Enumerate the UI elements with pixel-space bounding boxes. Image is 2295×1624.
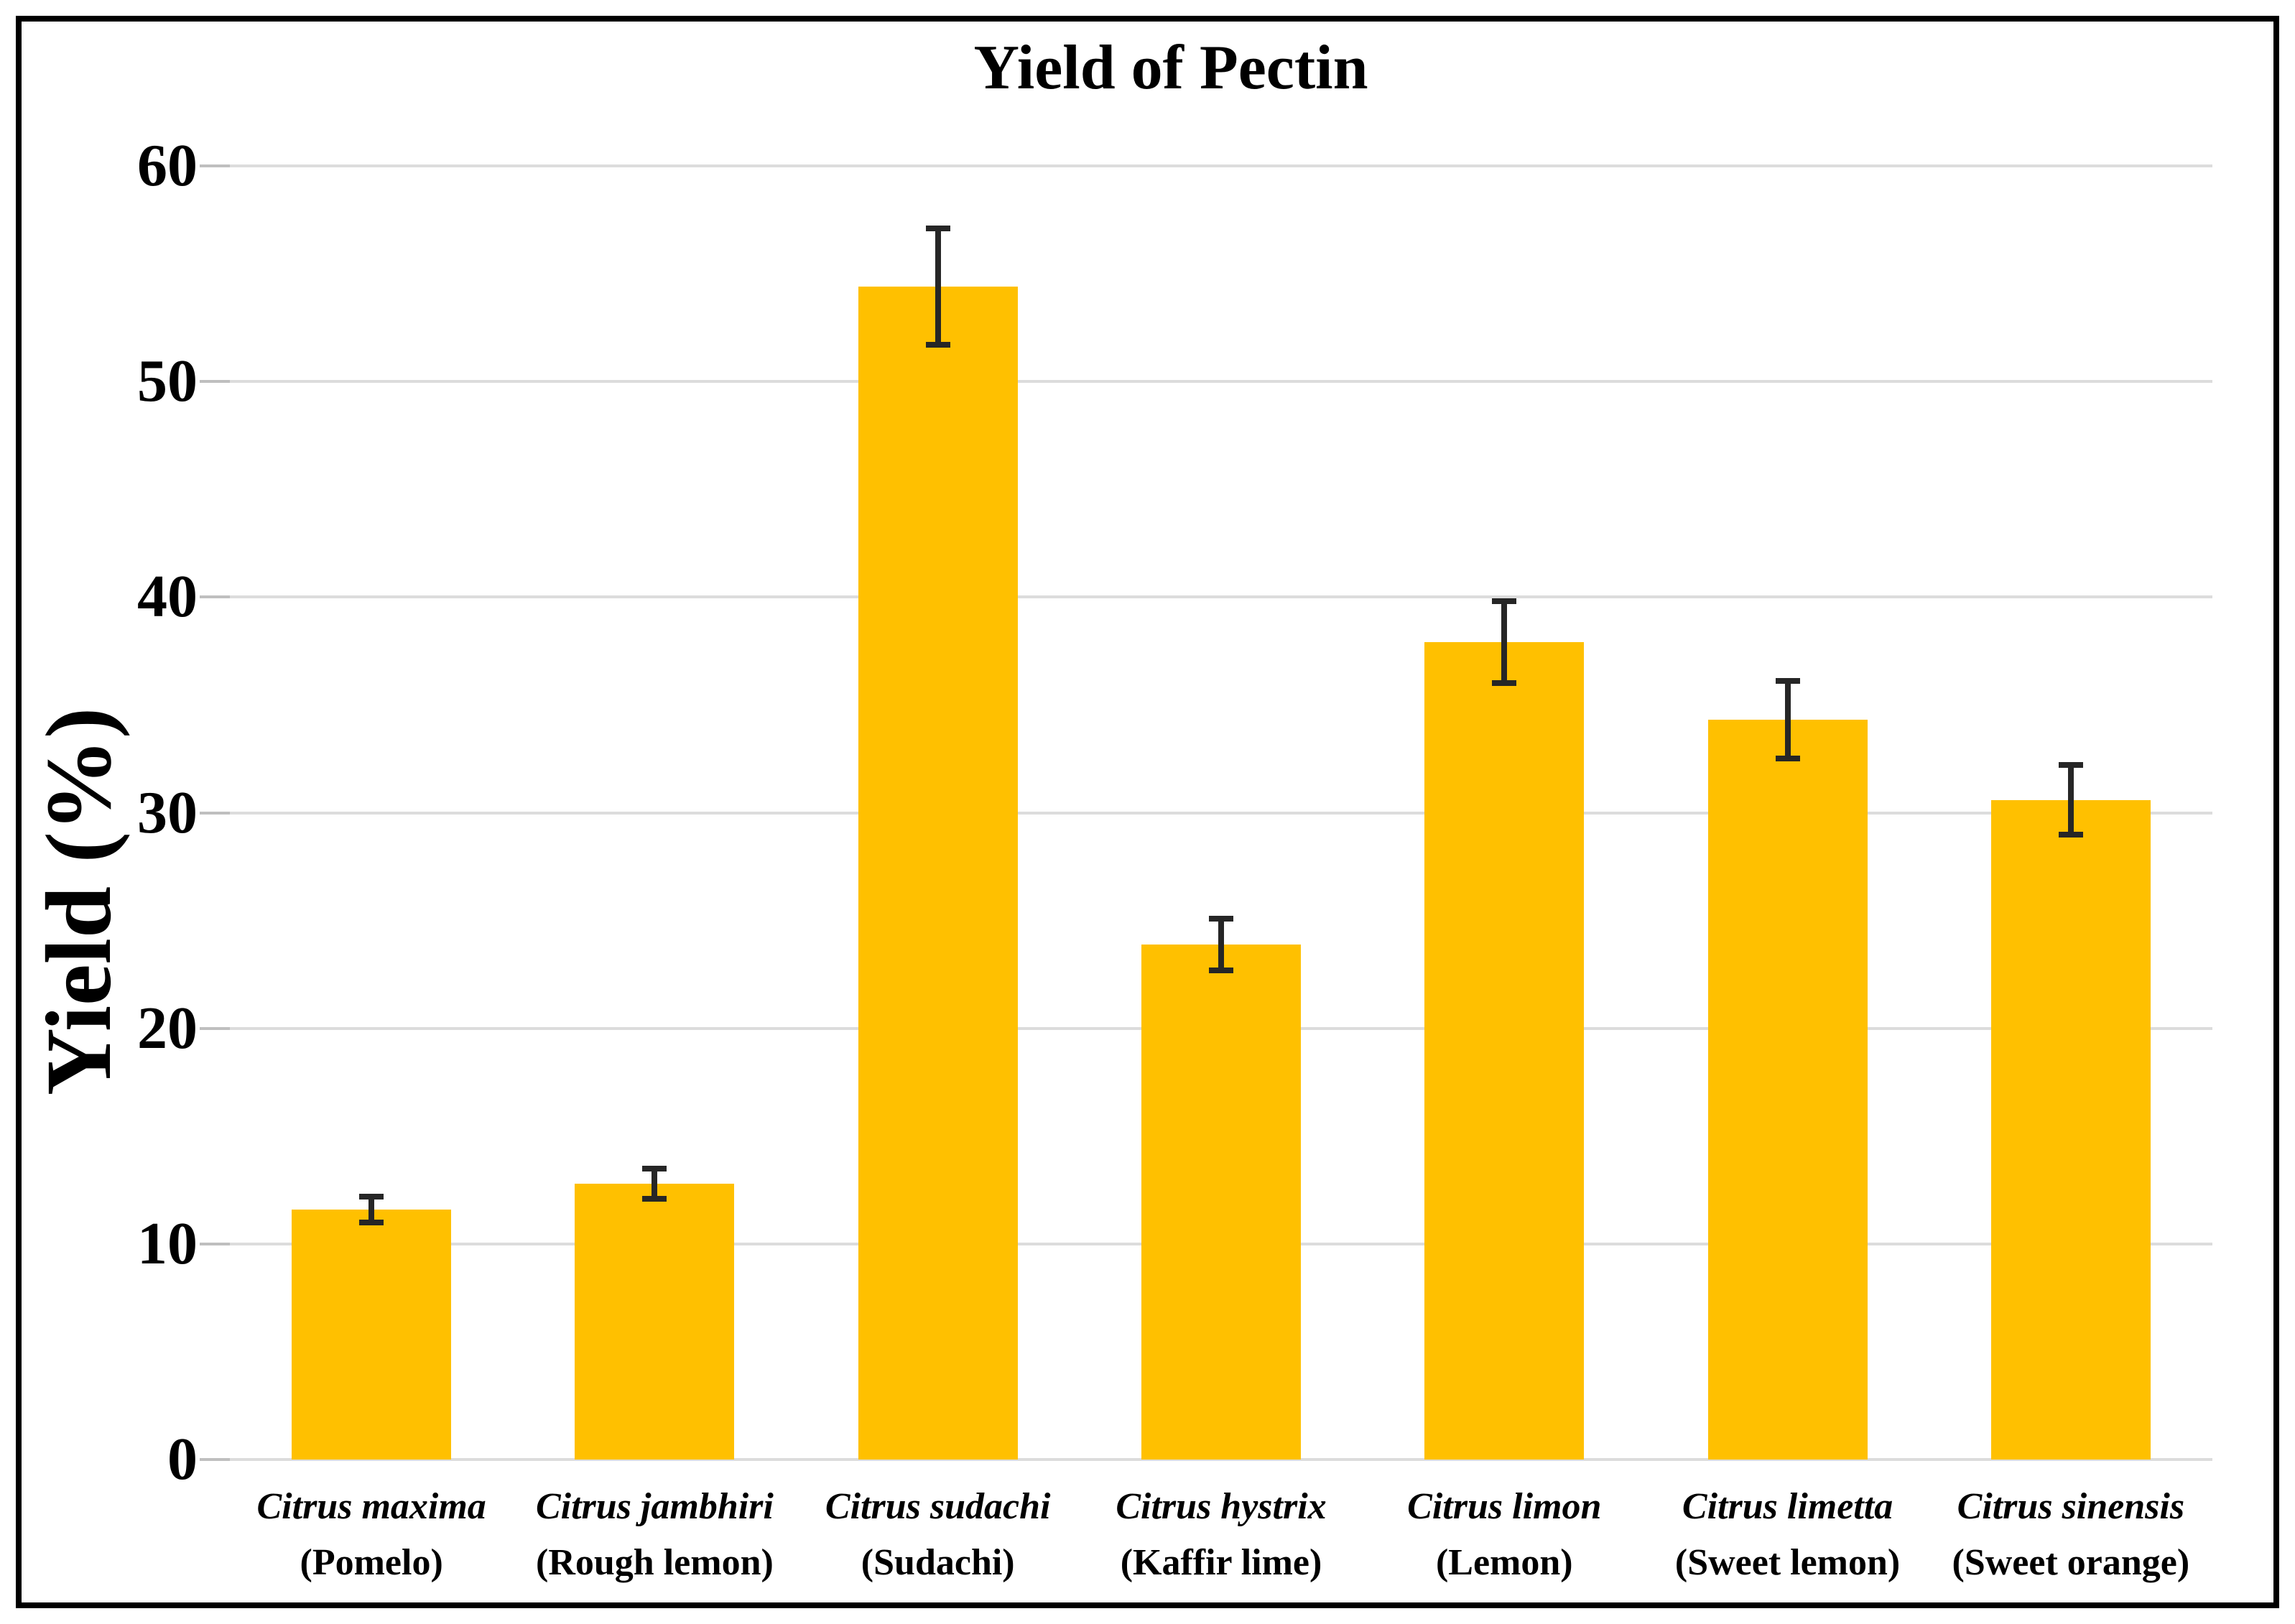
bar-citrus-jambhiri: [575, 1183, 735, 1460]
y-tick-label-30: 30: [137, 779, 198, 846]
error-bar-cap-top-4: [1492, 598, 1517, 605]
x-category-label-0: Citrus maxima (Pomelo): [230, 1479, 513, 1591]
y-tick-label-50: 50: [137, 348, 198, 415]
error-bar-line-2: [935, 228, 941, 345]
error-bar-cap-top-2: [925, 226, 950, 232]
plot-area: 60 50 40 30 20 10 0 Citrus maxima (Pomelo) Citrus…: [137, 136, 2212, 1583]
error-bar-line-0: [368, 1196, 375, 1222]
error-bar-cap-bottom-6: [2058, 831, 2083, 837]
y-tick-label-0: 0: [167, 1426, 198, 1493]
bar-slot-4: [1363, 166, 1646, 1460]
y-tick-label-60: 60: [137, 132, 198, 199]
gridline-y-0: [230, 1458, 2212, 1461]
x-category-species-name: Citrus sinensis: [1957, 1486, 2185, 1527]
y-tick-mark-50: [200, 380, 230, 384]
error-bar-line-6: [2067, 765, 2074, 835]
bar-citrus-limetta: [1707, 720, 1868, 1460]
x-category-species-name: Citrus limon: [1407, 1486, 1602, 1527]
x-category-label-3: Citrus hystrix (Kaffir lime): [1080, 1479, 1363, 1591]
bar-citrus-limon: [1424, 642, 1585, 1460]
x-category-common-name: (Sweet orange): [1952, 1542, 2190, 1583]
error-bar-cap-top-6: [2058, 762, 2083, 769]
x-category-species-name: Citrus maxima: [256, 1486, 486, 1527]
bar-slot-5: [1646, 166, 1929, 1460]
y-tick-mark-60: [200, 164, 230, 167]
x-category-species-name: Citrus jambhiri: [535, 1486, 774, 1527]
bar-citrus-maxima: [292, 1209, 452, 1460]
y-tick-mark-0: [200, 1458, 230, 1461]
y-tick-label-10: 10: [137, 1210, 198, 1277]
error-bar-cap-top-5: [1775, 678, 1800, 685]
x-category-label-5: Citrus limetta (Sweet lemon): [1646, 1479, 1929, 1591]
gridline-y-50: [230, 380, 2212, 384]
x-category-species-name: Citrus limetta: [1682, 1486, 1893, 1527]
gridline-y-40: [230, 595, 2212, 599]
x-category-label-6: Citrus sinensis (Sweet orange): [1929, 1479, 2212, 1591]
bar-citrus-hystrix: [1141, 944, 1301, 1460]
chart-title: Yield of Pectin: [973, 33, 1368, 103]
error-bar-cap-bottom-5: [1775, 756, 1800, 762]
error-bar-cap-bottom-0: [359, 1219, 384, 1225]
x-category-label-2: Citrus sudachi (Sudachi): [797, 1479, 1080, 1591]
error-bar-line-3: [1218, 918, 1224, 970]
error-bar-cap-bottom-1: [642, 1195, 667, 1202]
error-bar-line-1: [652, 1168, 658, 1199]
x-category-label-4: Citrus limon (Lemon): [1363, 1479, 1646, 1591]
bar-citrus-sudachi: [858, 287, 1018, 1460]
bar-slot-0: [230, 166, 513, 1460]
x-category-common-name: (Pomelo): [300, 1542, 443, 1583]
x-category-common-name: (Kaffir lime): [1120, 1542, 1322, 1583]
y-tick-mark-20: [200, 1026, 230, 1030]
x-category-common-name: (Lemon): [1435, 1542, 1573, 1583]
error-bar-cap-bottom-3: [1208, 967, 1233, 973]
y-tick-label-40: 40: [137, 563, 198, 631]
y-tick-mark-30: [200, 811, 230, 815]
bar-slot-3: [1080, 166, 1363, 1460]
bar-slot-2: [797, 166, 1080, 1460]
bar-citrus-sinensis: [1990, 799, 2151, 1460]
error-bar-cap-top-3: [1208, 915, 1233, 922]
gridline-y-30: [230, 811, 2212, 815]
error-bar-cap-top-1: [642, 1165, 667, 1171]
error-bar-cap-bottom-4: [1492, 680, 1517, 687]
error-bar-line-4: [1501, 601, 1508, 684]
y-tick-label-20: 20: [137, 994, 198, 1062]
bar-slot-6: [1929, 166, 2212, 1460]
bar-slot-1: [513, 166, 796, 1460]
x-category-label-1: Citrus jambhiri (Rough lemon): [513, 1479, 796, 1591]
y-tick-mark-10: [200, 1242, 230, 1245]
error-bar-cap-bottom-2: [925, 342, 950, 348]
y-tick-mark-40: [200, 595, 230, 599]
x-category-species-name: Citrus hystrix: [1116, 1486, 1327, 1527]
error-bar-cap-top-0: [359, 1193, 384, 1200]
x-category-common-name: (Sudachi): [861, 1542, 1015, 1583]
x-category-common-name: (Rough lemon): [536, 1542, 774, 1583]
x-category-common-name: (Sweet lemon): [1674, 1542, 1901, 1583]
error-bar-line-5: [1784, 681, 1791, 759]
x-category-species-name: Citrus sudachi: [825, 1486, 1051, 1527]
gridline-y-60: [230, 164, 2212, 167]
